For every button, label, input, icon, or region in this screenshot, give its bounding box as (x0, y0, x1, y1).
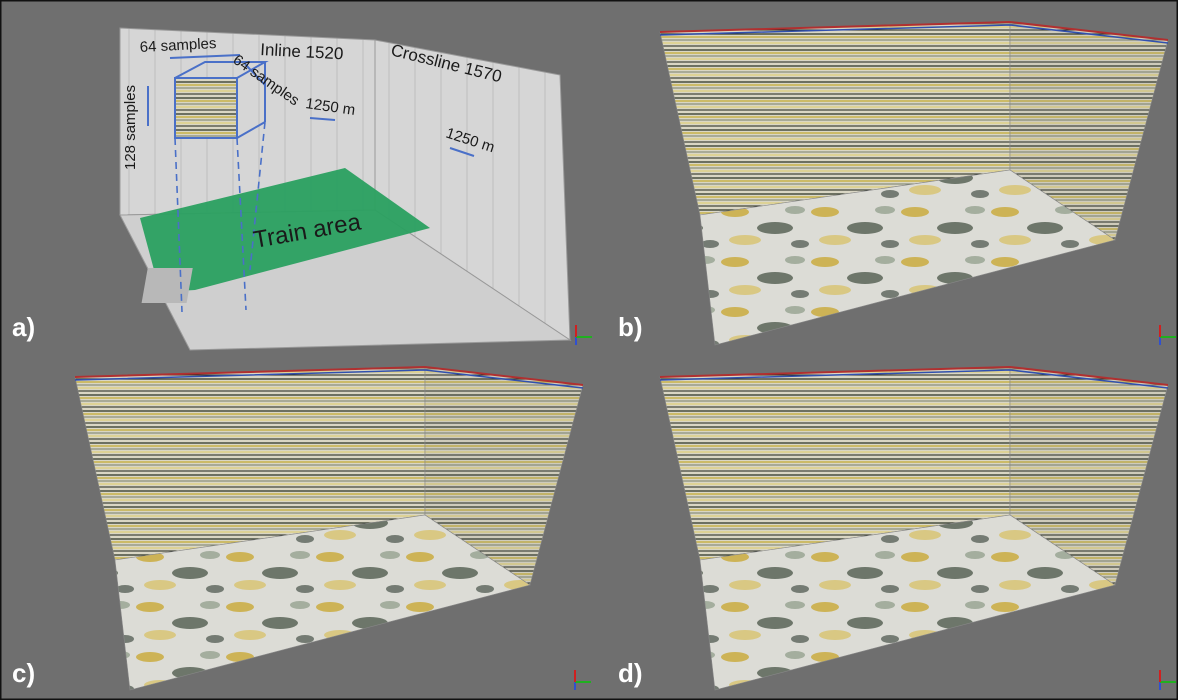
panel-label: b) (618, 312, 643, 342)
panel-label: a) (12, 312, 35, 342)
panel-label: c) (12, 658, 35, 688)
figure: 64 samples 64 samples 128 samples Inline… (0, 0, 1178, 700)
panel-a: 64 samples 64 samples 128 samples Inline… (120, 28, 592, 350)
panel-label: d) (618, 658, 643, 688)
annotation: 128 samples (122, 85, 139, 170)
